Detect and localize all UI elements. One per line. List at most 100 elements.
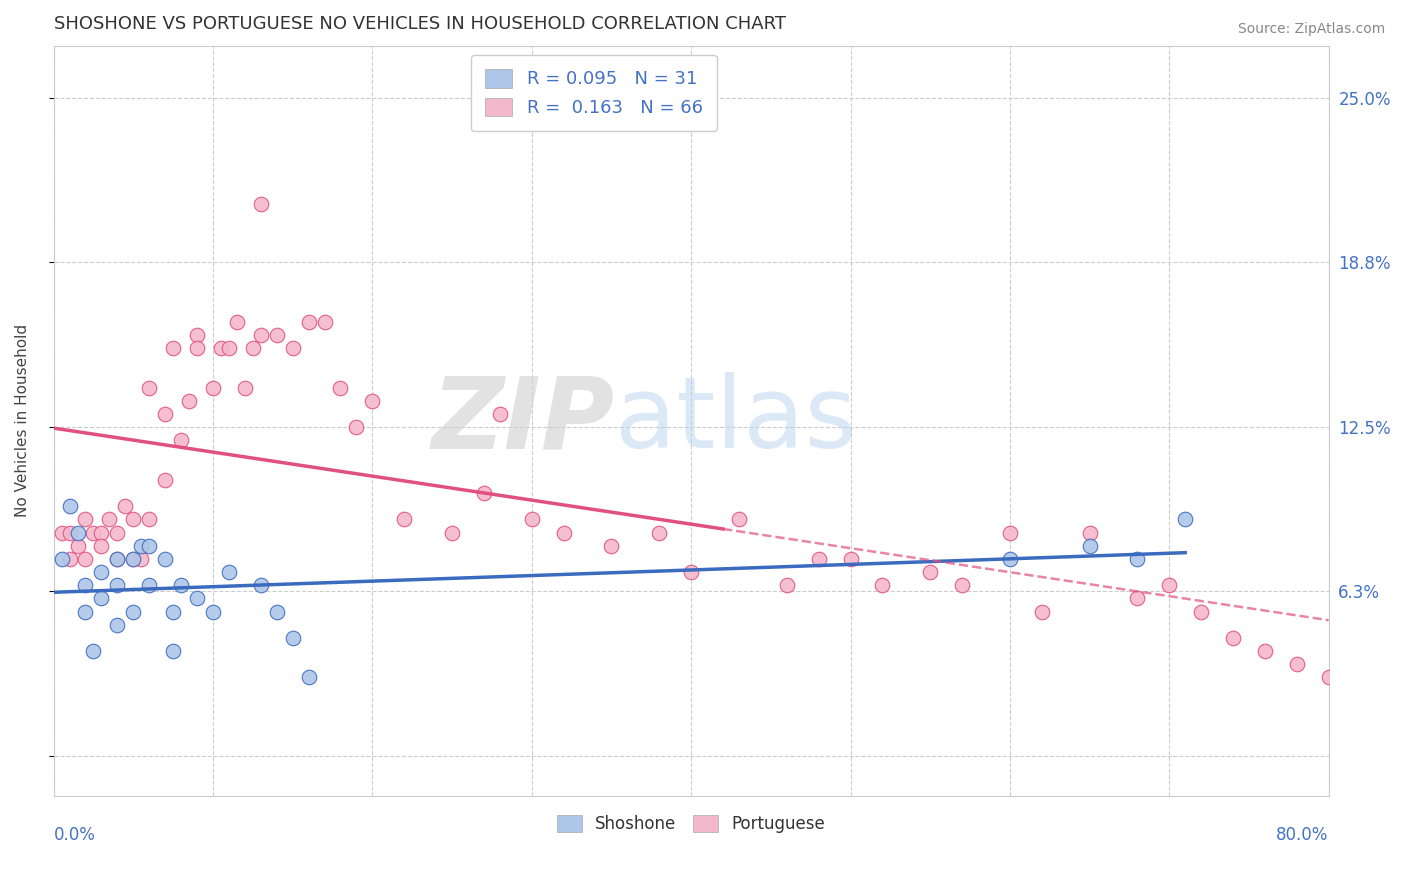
Point [1222,631,1244,645]
Point [138,512,160,526]
Point [298,315,321,329]
Point [394,512,416,526]
Point [51,525,73,540]
Point [329,381,352,395]
Point [129,552,152,566]
Point [920,565,942,579]
Text: SHOSHONE VS PORTUGUESE NO VEHICLES IN HOUSEHOLD CORRELATION CHART: SHOSHONE VS PORTUGUESE NO VEHICLES IN HO… [53,15,786,33]
Point [314,315,336,329]
Point [1126,591,1149,606]
Point [242,342,264,356]
Point [553,525,575,540]
Point [872,578,894,592]
Point [75,578,97,592]
Point [153,473,176,487]
Point [122,512,145,526]
Point [218,342,240,356]
Point [90,591,112,606]
Point [998,525,1021,540]
Point [807,552,830,566]
Text: Source: ZipAtlas.com: Source: ZipAtlas.com [1237,22,1385,37]
Point [201,381,224,395]
Point [90,539,112,553]
Point [361,394,384,409]
Point [129,539,152,553]
Point [58,525,80,540]
Point [1189,605,1212,619]
Point [98,512,121,526]
Point [186,591,208,606]
Point [186,342,208,356]
Point [209,342,232,356]
Point [105,578,128,592]
Point [66,539,89,553]
Point [298,670,321,684]
Point [950,578,973,592]
Point [66,525,89,540]
Point [153,552,176,566]
Point [138,539,160,553]
Point [138,578,160,592]
Point [186,328,208,343]
Point [681,565,703,579]
Point [153,407,176,421]
Point [218,565,240,579]
Point [266,328,288,343]
Point [249,328,271,343]
Point [90,565,112,579]
Point [249,196,271,211]
Point [1126,552,1149,566]
Point [281,342,304,356]
Point [346,420,368,434]
Text: atlas: atlas [614,372,856,469]
Point [58,552,80,566]
Point [201,605,224,619]
Point [90,525,112,540]
Point [648,525,671,540]
Point [122,552,145,566]
Point [1254,644,1277,658]
Point [600,539,623,553]
Point [839,552,862,566]
Point [1317,670,1340,684]
Point [122,605,145,619]
Point [998,552,1021,566]
Y-axis label: No Vehicles in Household: No Vehicles in Household [15,324,30,517]
Point [1174,512,1197,526]
Point [75,605,97,619]
Point [1078,525,1101,540]
Point [122,552,145,566]
Point [776,578,799,592]
Legend: Shoshone, Portuguese: Shoshone, Portuguese [550,808,832,840]
Point [82,525,104,540]
Point [162,342,184,356]
Point [728,512,751,526]
Point [105,552,128,566]
Point [162,644,184,658]
Point [162,605,184,619]
Point [138,381,160,395]
Point [105,552,128,566]
Point [105,525,128,540]
Point [1078,539,1101,553]
Point [170,434,193,448]
Point [1159,578,1181,592]
Point [266,605,288,619]
Point [51,552,73,566]
Text: ZIP: ZIP [432,372,614,469]
Point [58,500,80,514]
Point [281,631,304,645]
Point [177,394,200,409]
Point [441,525,464,540]
Point [105,617,128,632]
Point [1031,605,1053,619]
Point [472,486,495,500]
Point [520,512,543,526]
Text: 80.0%: 80.0% [1277,826,1329,844]
Point [114,500,136,514]
Point [82,644,104,658]
Point [225,315,247,329]
Point [75,512,97,526]
Point [1285,657,1308,672]
Point [170,578,193,592]
